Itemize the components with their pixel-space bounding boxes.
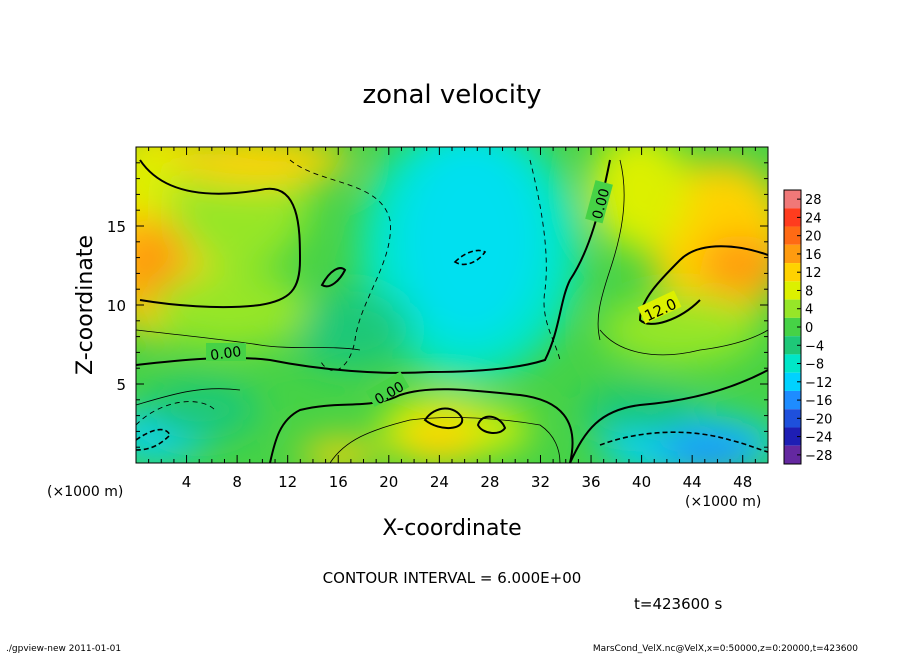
y-axis-label: Z-coordinate [73,235,98,375]
chart-title: zonal velocity [362,80,541,110]
colorbar-swatch [784,372,801,391]
x-tick-label: 48 [733,473,752,491]
x-tick-label: 16 [329,473,348,491]
x-tick-label: 36 [581,473,600,491]
colorbar-label: 28 [805,193,822,208]
x-tick-label: 12 [278,473,297,491]
contour-interval-text: CONTOUR INTERVAL = 6.000E+00 [323,569,582,587]
colorbar-label: −8 [805,358,824,373]
x-unit-left: (×1000 m) [47,484,123,500]
colorbar-label: 0 [805,321,813,336]
colorbar-swatch [784,409,801,428]
colorbar-label: 24 [805,211,822,226]
colorbar-swatch [784,281,801,300]
colorbar-label: 16 [805,248,822,263]
colorbar-swatch [784,190,801,209]
x-axis-label: X-coordinate [382,516,521,541]
colorbar-swatch [784,244,801,264]
x-tick-label: 40 [632,473,651,491]
colorbar-swatch [784,299,801,318]
footer-right: MarsCond_VelX.nc@VelX,x=0:50000,z=0:2000… [593,644,858,654]
colorbar-swatch [784,208,801,227]
x-tick-label: 24 [430,473,449,491]
colorbar-swatch [784,336,801,355]
y-tick-label: 10 [107,297,126,315]
colorbar-swatch [784,354,801,373]
plot-area: 0.00 0.00 0.00 12.0 [136,147,768,463]
colorbar-label: −20 [805,412,832,427]
x-tick-label: 4 [182,473,192,491]
colorbar: 28 24 20 16 12 8 4 0 −4 −8 −12 −16 −20 −24 −28 [783,189,832,465]
colorbar-swatch [784,263,801,282]
x-tick-label: 8 [232,473,242,491]
colorbar-label: 4 [805,303,813,318]
colorbar-label: −28 [805,449,832,464]
colorbar-swatch [784,390,801,410]
x-unit-right: (×1000 m) [685,494,761,510]
colorbar-swatch [784,317,801,337]
colorbar-label: −16 [805,394,832,409]
colorbar-label: 12 [805,266,822,281]
contour-label: 0.00 [209,344,242,364]
x-tick-label: 32 [531,473,550,491]
colorbar-swatch [784,445,801,464]
x-tick-label: 28 [480,473,499,491]
colorbar-swatch [784,226,801,245]
colorbar-label: −24 [805,431,832,446]
contour-label: 0.00 [590,187,614,221]
colorbar-label: −4 [805,339,824,354]
y-axis: 5 10 15 [107,162,768,448]
time-text: t=423600 s [634,595,722,613]
x-axis: 4 8 12 16 20 24 28 32 36 40 44 48 [148,147,756,491]
x-tick-label: 44 [683,473,702,491]
y-tick-label: 5 [116,376,126,394]
x-tick-label: 20 [379,473,398,491]
colorbar-label: 20 [805,230,822,245]
colorbar-swatch [784,427,801,446]
colorbar-label: 8 [805,284,813,299]
y-tick-label: 15 [107,218,126,236]
footer-left: ./gpview-new 2011-01-01 [6,644,121,654]
colorbar-label: −12 [805,376,832,391]
